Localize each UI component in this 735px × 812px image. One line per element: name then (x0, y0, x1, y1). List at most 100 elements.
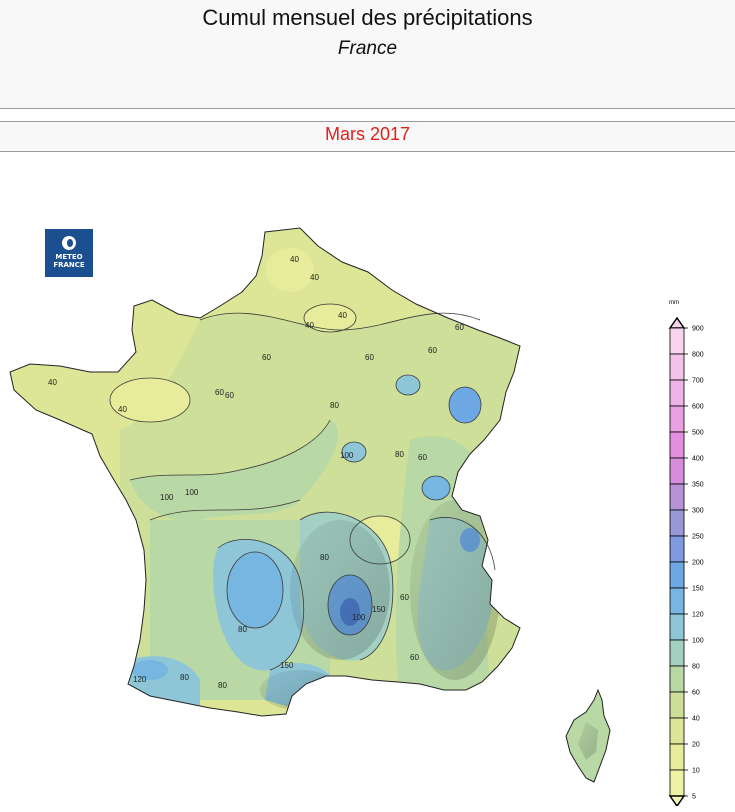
zone-120-150 (422, 476, 450, 500)
legend-tick-label: 300 (692, 508, 704, 515)
logo-mark (62, 236, 76, 250)
divider (0, 151, 735, 152)
zone-120-150 (227, 552, 283, 628)
contour-label: 120 (133, 675, 147, 684)
contour-label: 60 (455, 323, 464, 332)
contour-label: 80 (218, 681, 227, 690)
zone-80-100 (130, 420, 339, 521)
zone-40-60 (110, 378, 190, 422)
precipitation-zones (110, 248, 520, 710)
zone-100-120 (342, 442, 366, 462)
legend-band (669, 769, 685, 797)
legend-band (669, 639, 685, 667)
zone-100-120 (396, 375, 420, 395)
legend-tick-label: 200 (692, 560, 704, 567)
contour-label: 100 (352, 613, 366, 622)
meteo-france-logo-icon: METEO FRANCE (45, 229, 93, 277)
contour-label: 60 (418, 453, 427, 462)
contour-label: 60 (428, 346, 437, 355)
legend-band (669, 431, 685, 459)
legend-tick-label: 20 (692, 742, 700, 749)
legend-tick-label: 10 (692, 768, 700, 775)
zone-150-200 (449, 387, 481, 423)
contour-label: 80 (180, 673, 189, 682)
contour-label: 40 (290, 255, 299, 264)
zone-40-60 (304, 304, 356, 332)
contour-label: 40 (48, 378, 57, 387)
contour-label: 40 (338, 311, 347, 320)
legend-band (669, 613, 685, 641)
contour-label: 100 (160, 493, 174, 502)
legend-unit-label: mm (669, 300, 679, 306)
logo-text-line1: METEO (55, 253, 83, 261)
legend-band (669, 353, 685, 381)
contour-label: 100 (340, 451, 354, 460)
legend-band (669, 561, 685, 589)
legend-tick-label: 700 (692, 378, 704, 385)
precipitation-map: 4040406060606080801001001001501501206080… (9, 227, 611, 783)
legend-tick-label: 800 (692, 352, 704, 359)
legend-band (669, 691, 685, 719)
legend-band (669, 717, 685, 745)
legend-tick-label: 80 (692, 664, 700, 671)
relief-shading (410, 500, 500, 680)
legend-band (669, 535, 685, 563)
legend-band (669, 379, 685, 407)
legend-tick-label: 250 (692, 534, 704, 541)
contour-lines (109, 303, 496, 671)
contour-label: 80 (330, 401, 339, 410)
legend-band (669, 483, 685, 511)
period-label: Mars 2017 (324, 124, 411, 144)
contour-label: 100 (185, 488, 199, 497)
page-title: Cumul mensuel des précipitations (202, 5, 533, 30)
zone-40-60 (266, 248, 314, 292)
contour-label: 60 (410, 653, 419, 662)
legend-ticks: 900 800 700 600 500 400 350 300 250 200 150 120 100 8… (684, 326, 704, 801)
legend-tick-label: 350 (692, 482, 704, 489)
header-panel (0, 0, 735, 108)
contour-label: 40 (118, 405, 127, 414)
legend-bands (668, 316, 686, 806)
legend-tick-label: 40 (692, 716, 700, 723)
divider (0, 108, 735, 109)
legend-band (669, 509, 685, 537)
contour-label: 60 (262, 353, 271, 362)
divider (0, 121, 735, 122)
page-subtitle: France (337, 38, 398, 59)
legend-tick-label: 600 (692, 404, 704, 411)
contour-label: 80 (238, 625, 247, 634)
legend-tick-label: 900 (692, 326, 704, 333)
contour-label: 60 (365, 353, 374, 362)
legend-band (669, 327, 685, 355)
contour-label: 80 (320, 553, 329, 562)
legend-band (669, 743, 685, 771)
logo-text-line2: FRANCE (53, 261, 85, 269)
contour-label: 40 (305, 321, 314, 330)
contour-labels: 4040406060606080801001001001501501206080… (48, 255, 464, 690)
contour-label: 40 (310, 273, 319, 282)
legend-band (669, 405, 685, 433)
contour-label: 150 (372, 605, 386, 614)
legend-band (669, 587, 685, 615)
contour-label: 60 (400, 593, 409, 602)
contour-label: 60 (215, 388, 224, 397)
legend-band (669, 457, 685, 485)
legend-tick-label: 100 (692, 638, 704, 645)
legend-arrow-top (668, 316, 686, 329)
contour-label: 150 (280, 661, 294, 670)
legend-tick-label: 5 (692, 794, 696, 801)
relief-shading (290, 520, 390, 660)
relief-shading (578, 722, 598, 760)
contour-label: 80 (395, 450, 404, 459)
legend-tick-label: 60 (692, 690, 700, 697)
color-scale-legend: 900 800 700 600 500 400 350 300 250 200 150 120 100 8… (668, 316, 704, 806)
legend-arrow-bottom (668, 795, 686, 806)
legend-tick-label: 150 (692, 586, 704, 593)
legend-tick-label: 500 (692, 430, 704, 437)
period-band (0, 121, 735, 151)
legend-tick-label: 120 (692, 612, 704, 619)
legend-tick-label: 400 (692, 456, 704, 463)
contour-label: 60 (225, 391, 234, 400)
legend-band (669, 665, 685, 693)
zone-120-150 (132, 660, 168, 680)
